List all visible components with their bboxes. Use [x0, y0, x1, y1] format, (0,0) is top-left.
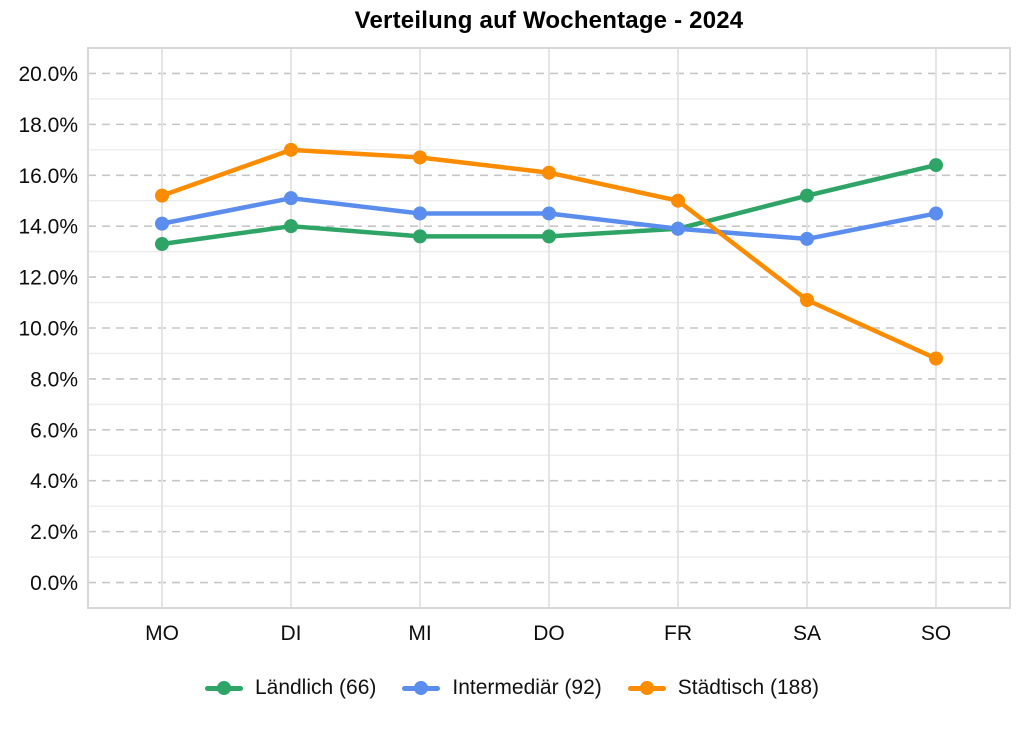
data-point	[155, 216, 169, 231]
data-point	[929, 206, 943, 221]
data-point	[413, 229, 427, 244]
legend-line-dot-icon	[402, 681, 441, 695]
chart-title: Verteilung auf Wochentage - 2024	[354, 7, 744, 34]
legend-label: Städtisch (188)	[677, 676, 820, 699]
data-point	[929, 158, 943, 173]
x-tick-label: MO	[145, 622, 179, 645]
data-point	[413, 150, 427, 165]
data-point	[284, 142, 298, 157]
data-point	[155, 188, 169, 203]
y-tick-label: 4.0%	[30, 470, 78, 493]
legend-item: Städtisch (188)	[627, 676, 820, 700]
data-point	[929, 351, 943, 366]
data-point	[542, 206, 556, 221]
data-point	[542, 229, 556, 244]
data-point	[671, 193, 685, 208]
y-tick-label: 10.0%	[18, 318, 78, 341]
data-point	[671, 221, 685, 236]
data-point	[800, 231, 814, 246]
data-point	[284, 191, 298, 206]
y-tick-label: 16.0%	[18, 165, 78, 188]
x-tick-label: SA	[793, 622, 821, 645]
y-tick-label: 0.0%	[30, 572, 78, 595]
y-tick-label: 20.0%	[18, 63, 78, 86]
legend-item: Ländlich (66)	[204, 676, 377, 700]
y-tick-label: 2.0%	[30, 521, 78, 544]
y-tick-label: 14.0%	[18, 216, 78, 239]
data-point	[284, 219, 298, 234]
y-tick-label: 12.0%	[18, 267, 78, 290]
legend-line-dot-icon	[627, 681, 666, 695]
data-point	[800, 188, 814, 203]
legend-label: Intermediär (92)	[452, 676, 602, 699]
x-tick-label: DI	[281, 622, 302, 645]
data-point	[413, 206, 427, 221]
x-tick-label: SO	[921, 622, 951, 645]
y-tick-label: 6.0%	[30, 419, 78, 442]
plot-border	[87, 47, 1011, 609]
legend-line-dot-icon	[204, 681, 243, 695]
y-tick-label: 8.0%	[30, 368, 78, 391]
legend-label: Ländlich (66)	[254, 676, 377, 699]
legend-item: Intermediär (92)	[402, 676, 602, 700]
weekday-distribution-line-chart: 0.0% 2.0% 4.0% 6.0% 8.0% 10.0% 12.0% 14.0% 16.0%…	[18, 47, 1011, 645]
y-tick-label: 18.0%	[18, 114, 78, 137]
data-point	[155, 237, 169, 251]
data-point	[542, 165, 556, 180]
data-point	[800, 293, 814, 307]
x-tick-label: MI	[408, 622, 431, 645]
x-tick-label: FR	[664, 622, 692, 645]
chart-legend: Ländlich (66) Intermediär (92) Städtisch (…	[0, 671, 1024, 705]
x-tick-label: DO	[533, 622, 565, 645]
